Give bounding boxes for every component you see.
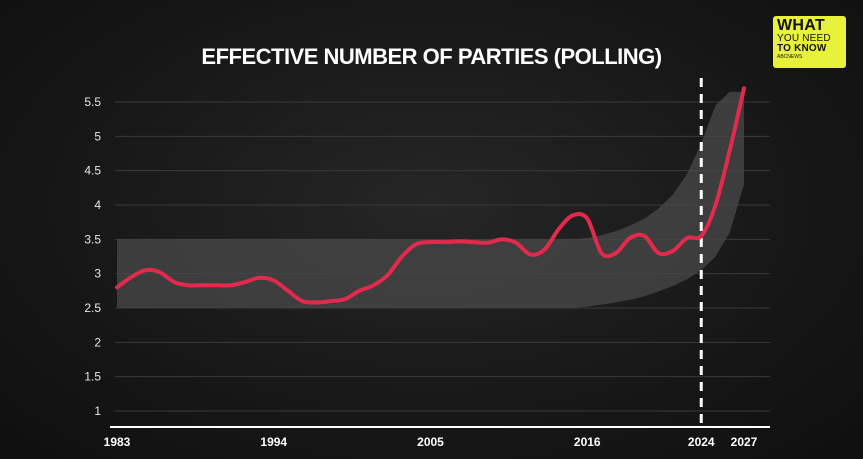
y-tick-label: 2 [94, 335, 101, 349]
y-tick-label: 5.5 [84, 95, 101, 109]
logo-line-1: WHAT [777, 17, 825, 34]
y-tick-label: 1 [94, 404, 101, 418]
x-tick-label: 1983 [104, 435, 131, 449]
x-tick-label: 1994 [260, 435, 287, 449]
y-tick-label: 1.5 [84, 370, 101, 384]
x-tick-label: 2024 [688, 435, 715, 449]
x-tick-label: 2016 [574, 435, 601, 449]
logo-line-4: ABCNEWS [777, 54, 803, 60]
y-tick-label: 4.5 [84, 164, 101, 178]
series-line [115, 86, 746, 305]
y-tick-label: 2.5 [84, 301, 101, 315]
y-tick-label: 3 [94, 267, 101, 281]
y-tick-label: 4 [94, 198, 101, 212]
confidence-band [117, 91, 744, 308]
chart-title: EFFECTIVE NUMBER OF PARTIES (POLLING) [201, 44, 662, 69]
logo-line-3: TO KNOW [777, 43, 827, 54]
x-tick-label: 2005 [417, 435, 444, 449]
brand-logo: WHAT YOU NEED TO KNOW ABCNEWS [773, 16, 846, 68]
logo-line-2: YOU NEED [777, 33, 831, 44]
x-tick-label: 2027 [731, 435, 758, 449]
y-tick-label: 5 [94, 129, 101, 143]
y-tick-label: 3.5 [84, 232, 101, 246]
